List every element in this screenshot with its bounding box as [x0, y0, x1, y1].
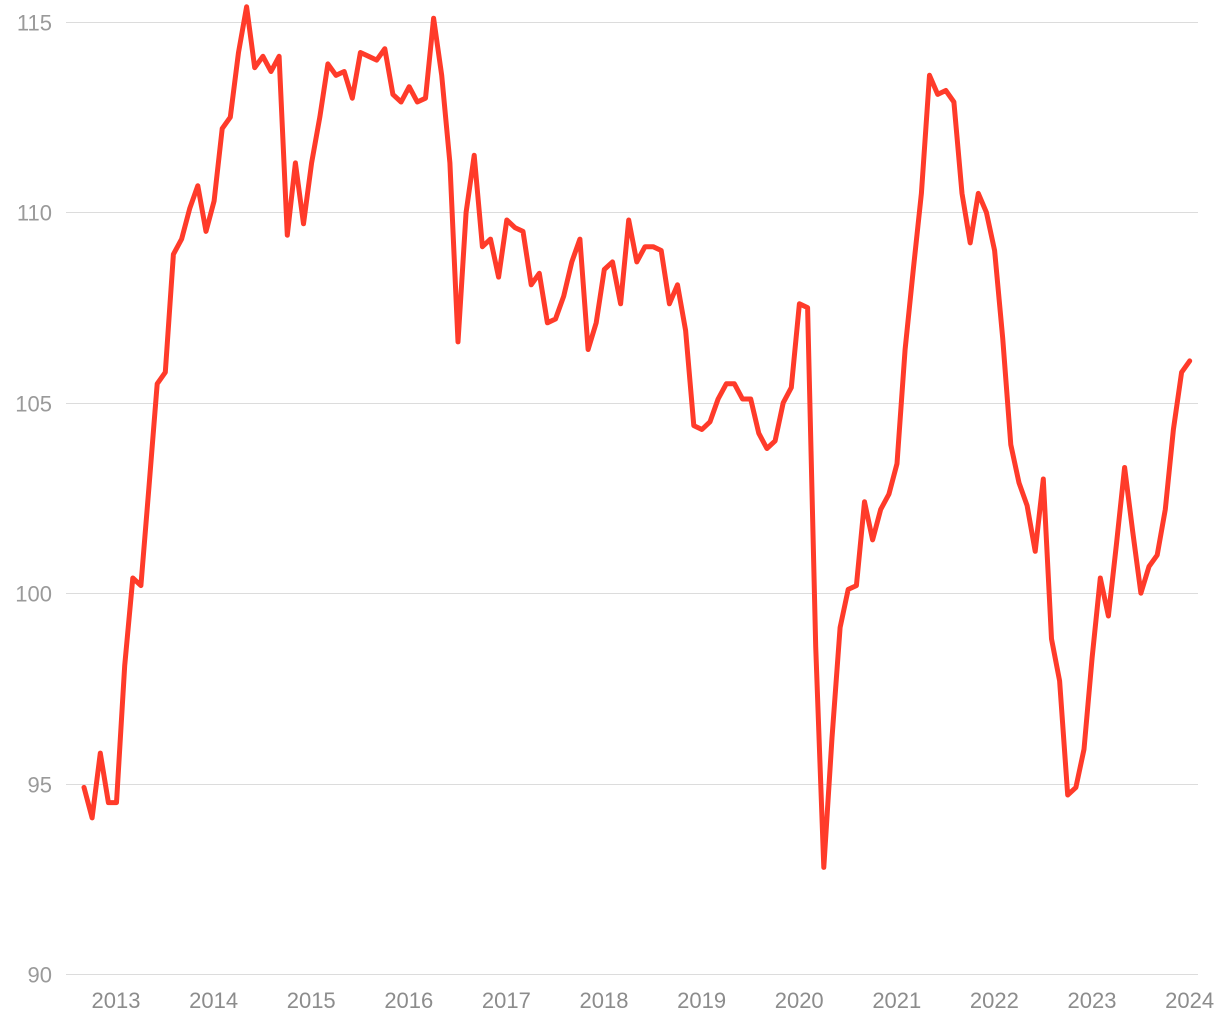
y-tick-label-110: 110: [17, 201, 52, 226]
x-tick-label-2013: 2013: [92, 988, 141, 1013]
x-axis-tick-labels: 2013 2014 2015 2016 2017 2018 2019 2020 2021 2022…: [92, 988, 1215, 1013]
x-tick-label-2024: 2024: [1165, 988, 1214, 1013]
x-tick-label-2021: 2021: [872, 988, 921, 1013]
x-tick-label-2020: 2020: [775, 988, 824, 1013]
grid-lines: [66, 22, 1198, 975]
series-line-0: [81, 4, 1193, 870]
x-tick-label-2014: 2014: [189, 988, 238, 1013]
y-tick-label-115: 115: [17, 11, 52, 36]
y-tick-label-105: 105: [15, 392, 52, 417]
y-tick-label-90: 90: [28, 963, 52, 988]
x-tick-label-2019: 2019: [677, 988, 726, 1013]
x-tick-label-2023: 2023: [1068, 988, 1117, 1013]
x-tick-label-2022: 2022: [970, 988, 1019, 1013]
y-tick-label-95: 95: [28, 773, 52, 798]
y-tick-label-100: 100: [15, 582, 52, 607]
x-tick-label-2015: 2015: [287, 988, 336, 1013]
series-layer: [81, 4, 1193, 870]
y-axis-tick-labels: 90 95 100 105 110 115: [15, 11, 52, 988]
x-tick-label-2016: 2016: [384, 988, 433, 1013]
x-tick-label-2017: 2017: [482, 988, 531, 1013]
x-tick-label-2018: 2018: [580, 988, 629, 1013]
